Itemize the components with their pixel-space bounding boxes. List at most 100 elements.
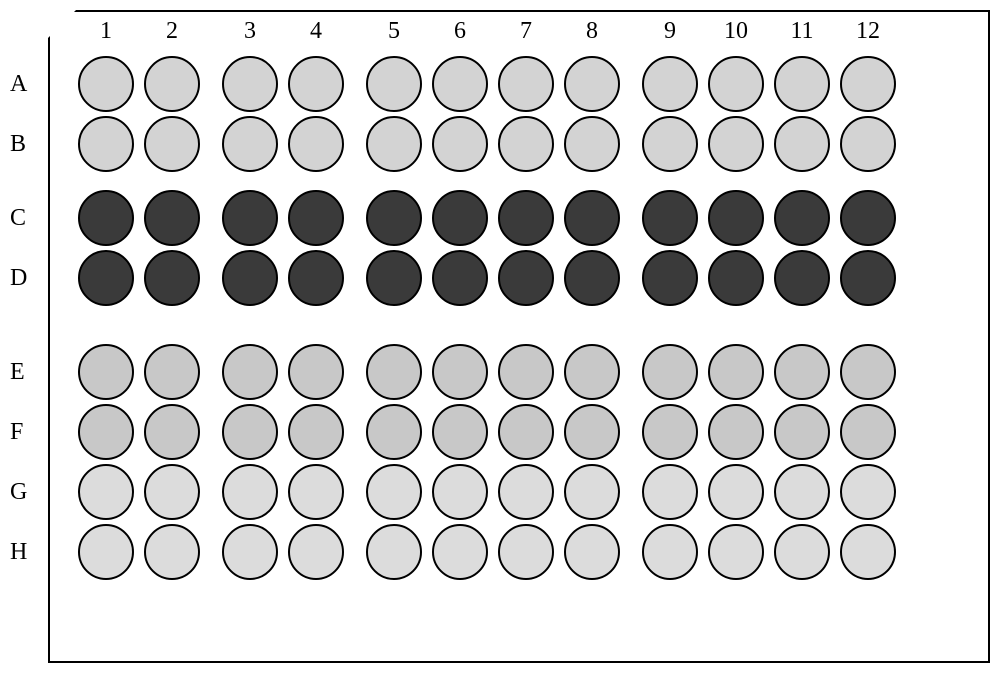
well-D4: [288, 250, 344, 306]
well-E7: [498, 344, 554, 400]
well-H1: [78, 524, 134, 580]
well-H5: [366, 524, 422, 580]
well-C7: [498, 190, 554, 246]
column-header-5: 5: [366, 18, 422, 45]
well-row-D: [78, 248, 896, 308]
well-A12: [840, 56, 896, 112]
well-E9: [642, 344, 698, 400]
well-B11: [774, 116, 830, 172]
well-B2: [144, 116, 200, 172]
well-C3: [222, 190, 278, 246]
well-H11: [774, 524, 830, 580]
well-F9: [642, 404, 698, 460]
well-F3: [222, 404, 278, 460]
well-G2: [144, 464, 200, 520]
column-header-3: 3: [222, 18, 278, 45]
well-E4: [288, 344, 344, 400]
column-header-2: 2: [144, 18, 200, 45]
well-E8: [564, 344, 620, 400]
well-B8: [564, 116, 620, 172]
well-G9: [642, 464, 698, 520]
row-label-F: F: [10, 402, 27, 462]
well-row-B: [78, 114, 896, 174]
well-row-A: [78, 54, 896, 114]
well-row-F: [78, 402, 896, 462]
well-B4: [288, 116, 344, 172]
well-H12: [840, 524, 896, 580]
well-B12: [840, 116, 896, 172]
well-C10: [708, 190, 764, 246]
well-D1: [78, 250, 134, 306]
well-G6: [432, 464, 488, 520]
well-G5: [366, 464, 422, 520]
well-A10: [708, 56, 764, 112]
well-A7: [498, 56, 554, 112]
row-labels: ABCDEFGH: [10, 54, 27, 582]
well-D6: [432, 250, 488, 306]
well-G8: [564, 464, 620, 520]
well-C1: [78, 190, 134, 246]
well-B6: [432, 116, 488, 172]
well-C8: [564, 190, 620, 246]
well-H6: [432, 524, 488, 580]
well-plate-diagram: 123456789101112 ABCDEFGH: [10, 10, 990, 663]
column-header-9: 9: [642, 18, 698, 45]
well-D7: [498, 250, 554, 306]
well-A8: [564, 56, 620, 112]
well-H2: [144, 524, 200, 580]
well-F12: [840, 404, 896, 460]
well-A5: [366, 56, 422, 112]
column-header-4: 4: [288, 18, 344, 45]
well-F1: [78, 404, 134, 460]
well-F7: [498, 404, 554, 460]
well-D2: [144, 250, 200, 306]
well-B1: [78, 116, 134, 172]
well-H7: [498, 524, 554, 580]
well-B3: [222, 116, 278, 172]
well-D8: [564, 250, 620, 306]
well-C2: [144, 190, 200, 246]
well-E1: [78, 344, 134, 400]
row-label-D: D: [10, 248, 27, 308]
column-header-7: 7: [498, 18, 554, 45]
well-G1: [78, 464, 134, 520]
well-G7: [498, 464, 554, 520]
well-A1: [78, 56, 134, 112]
well-B5: [366, 116, 422, 172]
column-header-11: 11: [774, 18, 830, 45]
well-H10: [708, 524, 764, 580]
well-C4: [288, 190, 344, 246]
well-E6: [432, 344, 488, 400]
well-E11: [774, 344, 830, 400]
well-G3: [222, 464, 278, 520]
well-E10: [708, 344, 764, 400]
well-F10: [708, 404, 764, 460]
well-C12: [840, 190, 896, 246]
well-F11: [774, 404, 830, 460]
well-F4: [288, 404, 344, 460]
well-D5: [366, 250, 422, 306]
row-label-A: A: [10, 54, 27, 114]
well-A11: [774, 56, 830, 112]
row-label-B: B: [10, 114, 27, 174]
row-label-C: C: [10, 188, 27, 248]
well-H8: [564, 524, 620, 580]
row-label-H: H: [10, 522, 27, 582]
well-D11: [774, 250, 830, 306]
well-C11: [774, 190, 830, 246]
well-E2: [144, 344, 200, 400]
well-A4: [288, 56, 344, 112]
well-row-G: [78, 462, 896, 522]
well-G11: [774, 464, 830, 520]
well-H4: [288, 524, 344, 580]
well-F2: [144, 404, 200, 460]
column-header-10: 10: [708, 18, 764, 45]
well-F8: [564, 404, 620, 460]
well-G12: [840, 464, 896, 520]
well-C9: [642, 190, 698, 246]
row-label-G: G: [10, 462, 27, 522]
well-A9: [642, 56, 698, 112]
well-F6: [432, 404, 488, 460]
well-G4: [288, 464, 344, 520]
well-row-C: [78, 188, 896, 248]
